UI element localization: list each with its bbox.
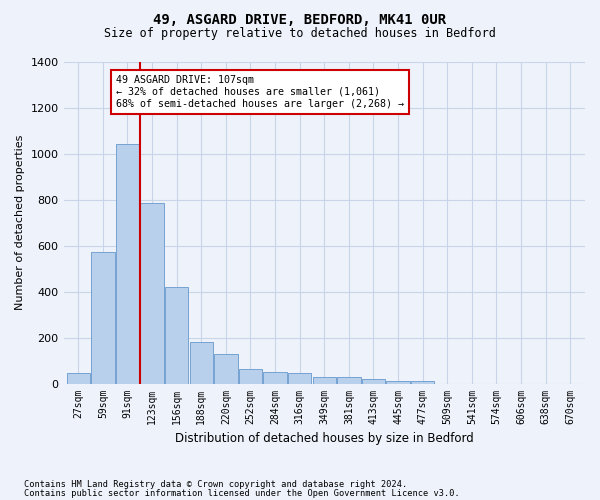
Bar xyxy=(67,373,90,384)
X-axis label: Distribution of detached houses by size in Bedford: Distribution of detached houses by size … xyxy=(175,432,473,445)
Text: Contains HM Land Registry data © Crown copyright and database right 2024.: Contains HM Land Registry data © Crown c… xyxy=(24,480,407,489)
Bar xyxy=(140,203,164,384)
Bar xyxy=(288,373,311,384)
Bar xyxy=(239,368,262,384)
Bar xyxy=(214,354,238,384)
Text: Size of property relative to detached houses in Bedford: Size of property relative to detached ho… xyxy=(104,28,496,40)
Bar xyxy=(116,144,139,384)
Bar xyxy=(337,377,361,384)
Y-axis label: Number of detached properties: Number of detached properties xyxy=(15,135,25,310)
Bar xyxy=(386,382,410,384)
Text: Contains public sector information licensed under the Open Government Licence v3: Contains public sector information licen… xyxy=(24,490,460,498)
Bar xyxy=(91,252,115,384)
Bar xyxy=(190,342,213,384)
Bar xyxy=(313,377,336,384)
Bar xyxy=(263,372,287,384)
Bar xyxy=(362,379,385,384)
Bar xyxy=(411,382,434,384)
Bar xyxy=(165,287,188,384)
Text: 49, ASGARD DRIVE, BEDFORD, MK41 0UR: 49, ASGARD DRIVE, BEDFORD, MK41 0UR xyxy=(154,12,446,26)
Text: 49 ASGARD DRIVE: 107sqm
← 32% of detached houses are smaller (1,061)
68% of semi: 49 ASGARD DRIVE: 107sqm ← 32% of detache… xyxy=(116,76,404,108)
